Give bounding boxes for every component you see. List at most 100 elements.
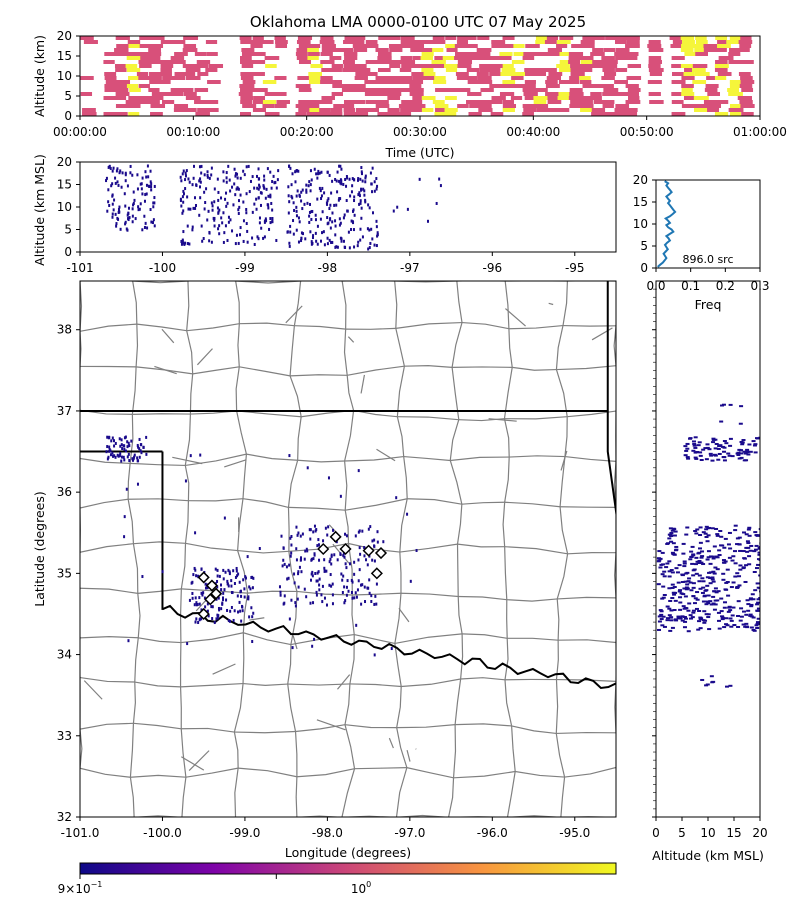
alt-lat-source [670,597,675,600]
time-height-cell [695,36,707,40]
lon-alt-source [300,190,303,194]
alt-lat-source [705,576,710,579]
county-boundary [555,640,559,680]
time-height-cell [375,76,388,80]
time-height-cell [375,100,389,104]
county-boundary [295,776,298,817]
alt-lat-source [708,555,713,558]
lon-alt-source [358,194,361,198]
time-height-cell [160,72,172,76]
lon-alt-source [237,187,240,191]
time-height-cell [162,76,176,80]
lon-alt-source [107,200,110,204]
time-height-cell [704,88,718,92]
time-height-cell [340,84,354,88]
time-height-cell [388,36,401,40]
alt-lat-source [749,626,754,629]
red-river-state-boundary [162,604,616,690]
lon-alt-source [225,180,228,184]
time-height-cell [568,56,584,60]
lon-alt-source [359,238,362,242]
county-boundary [293,281,302,326]
county-boundary [507,637,559,641]
alt-lat-source [738,449,743,452]
plan-view-source [243,595,246,599]
lon-alt-source [367,203,370,207]
time-height-cell [602,104,614,108]
time-height-cell [489,68,501,72]
lon-alt-source [180,179,183,183]
plan-view-source [308,528,311,532]
time-height-cell [172,92,184,96]
time-height-cell [729,84,742,88]
lon-alt-source [203,207,206,211]
lon-alt-source [233,182,236,186]
county-boundary [292,635,298,650]
time-height-cell [559,68,572,72]
lon-alt-source [323,191,326,195]
plan-view-source [288,563,291,567]
time-height-cell [432,40,446,44]
lon-alt-source [191,228,194,232]
alt-lat-source [669,532,674,535]
lon-alt-source [187,207,190,211]
time-height-cell [669,36,682,40]
time-height-cell [544,40,557,44]
lon-alt-source [370,182,373,186]
lon-alt-source [333,203,336,207]
lon-alt-source [291,196,294,200]
plan-view-source [325,603,328,607]
plan-view-source [330,553,333,557]
lon-alt-source [179,175,182,179]
plan-view-source [331,602,334,606]
county-boundary [613,325,616,366]
time-height-cell [411,72,425,76]
alt-lat-xlabel: Altitude (km MSL) [652,848,764,863]
time-height-cell [533,96,548,100]
county-boundary [354,633,395,645]
plan-view-source [123,447,126,451]
plan-view-source [289,554,292,558]
time-height-cell [275,44,288,48]
plan-view-source [361,583,364,587]
time-height-cell [262,100,277,104]
lon-alt-source [182,200,185,204]
time-height-cell [457,60,473,64]
lon-alt-source [199,185,202,189]
alt-lat-source [680,581,685,584]
lon-alt-source [396,205,399,209]
lon-alt-source [226,201,229,205]
plan-view-source [330,584,333,588]
plan-view-source [198,602,201,606]
county-boundary [341,281,347,330]
time-height-cell [378,68,391,72]
alt-lat-source [701,580,706,583]
time-height-cell [264,56,280,60]
time-height-cell [671,64,683,68]
time-height-cell [490,112,504,116]
time-height-cell [240,40,253,44]
lon-alt-source [145,175,148,179]
alt-lat-source [697,441,702,444]
plan-view-source [287,576,290,580]
lon-alt-source [350,190,353,194]
time-height-cell [115,68,127,72]
alt-lat-source [728,437,733,440]
plan-view-source [194,568,197,572]
lon-alt-source [202,237,205,241]
time-height-cell [352,36,366,40]
county-boundary [401,678,461,688]
time-height-cell [435,88,449,92]
lon-alt-source [109,166,112,170]
alt-lat-source [704,535,709,538]
time-height-cell [367,108,380,112]
time-height-cell [523,108,537,112]
time-height-cell [388,80,402,84]
alt-lat-source [712,453,717,456]
plan-view-source [315,590,318,594]
plan-view-source [320,593,323,597]
lon-alt-source [242,200,245,204]
time-height-cell [739,44,752,48]
plan-view-source [395,496,398,500]
plan-view-source [351,596,354,600]
